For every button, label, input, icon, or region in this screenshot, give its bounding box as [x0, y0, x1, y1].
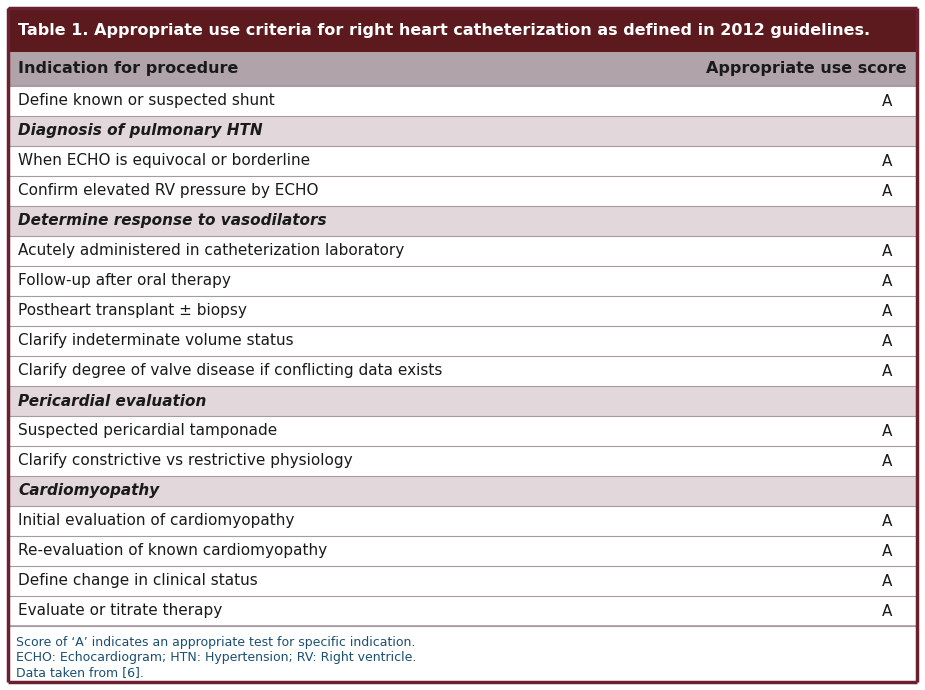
Bar	[8, 566, 917, 596]
Bar	[8, 86, 917, 116]
Text: Define change in clinical status: Define change in clinical status	[18, 573, 258, 589]
Text: A: A	[882, 513, 893, 529]
Bar	[8, 476, 917, 506]
Bar	[8, 386, 917, 416]
Text: Evaluate or titrate therapy: Evaluate or titrate therapy	[18, 604, 222, 618]
Bar	[8, 416, 917, 446]
Text: A: A	[882, 424, 893, 439]
Bar	[8, 52, 917, 86]
Text: A: A	[882, 573, 893, 589]
Text: ECHO: Echocardiogram; HTN: Hypertension; RV: Right ventricle.: ECHO: Echocardiogram; HTN: Hypertension;…	[16, 651, 416, 664]
Text: Clarify constrictive vs restrictive physiology: Clarify constrictive vs restrictive phys…	[18, 453, 352, 469]
Text: Pericardial evaluation: Pericardial evaluation	[18, 393, 206, 408]
Text: Determine response to vasodilators: Determine response to vasodilators	[18, 213, 327, 228]
Text: Data taken from [6].: Data taken from [6].	[16, 666, 144, 679]
Bar	[8, 236, 917, 266]
Text: A: A	[882, 364, 893, 379]
Text: A: A	[882, 153, 893, 168]
Bar	[8, 266, 917, 296]
Text: Initial evaluation of cardiomyopathy: Initial evaluation of cardiomyopathy	[18, 513, 294, 529]
Bar	[8, 176, 917, 206]
Text: Diagnosis of pulmonary HTN: Diagnosis of pulmonary HTN	[18, 124, 263, 139]
Text: A: A	[882, 184, 893, 199]
Bar	[8, 146, 917, 176]
Text: A: A	[882, 273, 893, 288]
Text: Clarify degree of valve disease if conflicting data exists: Clarify degree of valve disease if confl…	[18, 364, 442, 379]
Text: Clarify indeterminate volume status: Clarify indeterminate volume status	[18, 333, 293, 348]
Text: A: A	[882, 304, 893, 319]
Text: A: A	[882, 453, 893, 469]
Text: Follow-up after oral therapy: Follow-up after oral therapy	[18, 273, 231, 288]
Bar	[8, 446, 917, 476]
Text: Confirm elevated RV pressure by ECHO: Confirm elevated RV pressure by ECHO	[18, 184, 318, 199]
Bar	[8, 326, 917, 356]
Bar	[8, 8, 917, 52]
Text: Table 1. Appropriate use criteria for right heart catheterization as defined in : Table 1. Appropriate use criteria for ri…	[18, 23, 870, 37]
Bar	[8, 296, 917, 326]
Text: Re-evaluation of known cardiomyopathy: Re-evaluation of known cardiomyopathy	[18, 544, 327, 558]
Bar	[8, 356, 917, 386]
Bar	[8, 536, 917, 566]
Text: A: A	[882, 544, 893, 558]
Bar	[8, 506, 917, 536]
Text: Appropriate use score: Appropriate use score	[707, 61, 907, 77]
Text: Indication for procedure: Indication for procedure	[18, 61, 239, 77]
Bar	[8, 116, 917, 146]
Text: Cardiomyopathy: Cardiomyopathy	[18, 484, 159, 498]
Text: Postheart transplant ± biopsy: Postheart transplant ± biopsy	[18, 304, 247, 319]
Text: A: A	[882, 604, 893, 618]
Text: Define known or suspected shunt: Define known or suspected shunt	[18, 94, 275, 108]
Text: Acutely administered in catheterization laboratory: Acutely administered in catheterization …	[18, 244, 404, 259]
Text: Suspected pericardial tamponade: Suspected pericardial tamponade	[18, 424, 277, 439]
Bar	[8, 206, 917, 236]
Text: When ECHO is equivocal or borderline: When ECHO is equivocal or borderline	[18, 153, 310, 168]
Bar	[8, 626, 917, 682]
Bar	[8, 596, 917, 626]
Text: Score of ‘A’ indicates an appropriate test for specific indication.: Score of ‘A’ indicates an appropriate te…	[16, 636, 415, 649]
Text: A: A	[882, 244, 893, 259]
Text: A: A	[882, 94, 893, 108]
Text: A: A	[882, 333, 893, 348]
